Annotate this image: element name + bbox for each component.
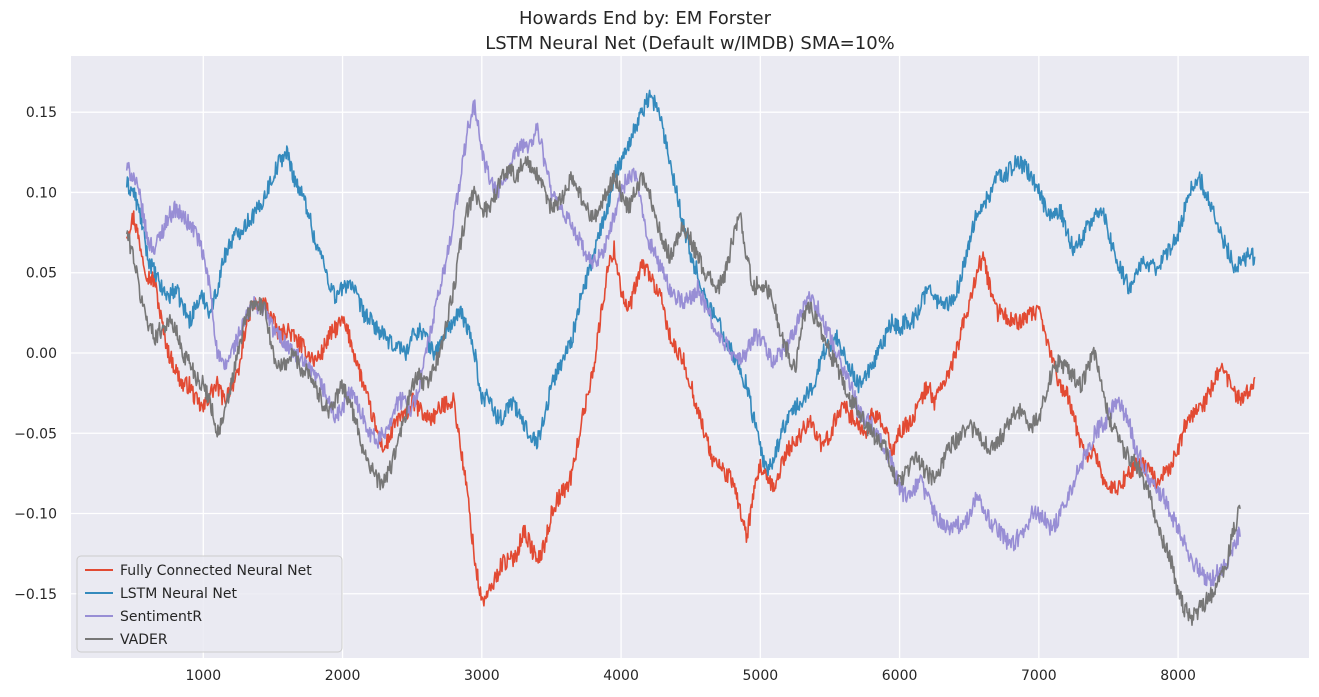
y-tick-label: −0.10 <box>14 507 57 523</box>
legend-label: Fully Connected Neural Net <box>120 563 312 579</box>
y-axis: −0.15 −0.10 −0.05 0.00 0.05 0.10 0.15 <box>14 105 57 603</box>
x-axis: 1000 2000 3000 4000 5000 6000 7000 8000 <box>185 668 1195 684</box>
legend-label: SentimentR <box>120 609 202 625</box>
series-line-3 <box>125 155 1241 627</box>
x-tick-label: 5000 <box>743 668 779 684</box>
x-tick-label: 7000 <box>1021 668 1057 684</box>
y-tick-label: 0.15 <box>26 105 57 121</box>
chart-subtitle: LSTM Neural Net (Default w/IMDB) SMA=10% <box>485 33 895 54</box>
legend-frame <box>76 555 343 653</box>
y-tick-label: 0.00 <box>26 346 57 362</box>
series-line-1 <box>125 89 1256 477</box>
chart-title: Howards End by: EM Forster <box>519 8 772 29</box>
y-tick-label: −0.05 <box>14 426 57 442</box>
x-tick-label: 1000 <box>185 668 221 684</box>
x-tick-label: 3000 <box>464 668 500 684</box>
legend: Fully Connected Neural Net LSTM Neural Ne… <box>76 555 343 653</box>
series-line-0 <box>125 210 1256 607</box>
x-tick-label: 2000 <box>325 668 361 684</box>
legend-label: VADER <box>120 632 168 648</box>
x-tick-label: 8000 <box>1160 668 1196 684</box>
y-tick-label: 0.05 <box>26 266 57 282</box>
y-tick-label: 0.10 <box>26 185 57 201</box>
x-tick-label: 6000 <box>882 668 918 684</box>
x-tick-label: 4000 <box>603 668 639 684</box>
series-layer <box>125 89 1256 627</box>
series-line-2 <box>125 99 1241 587</box>
legend-label: LSTM Neural Net <box>120 586 237 602</box>
y-tick-label: −0.15 <box>14 587 57 603</box>
